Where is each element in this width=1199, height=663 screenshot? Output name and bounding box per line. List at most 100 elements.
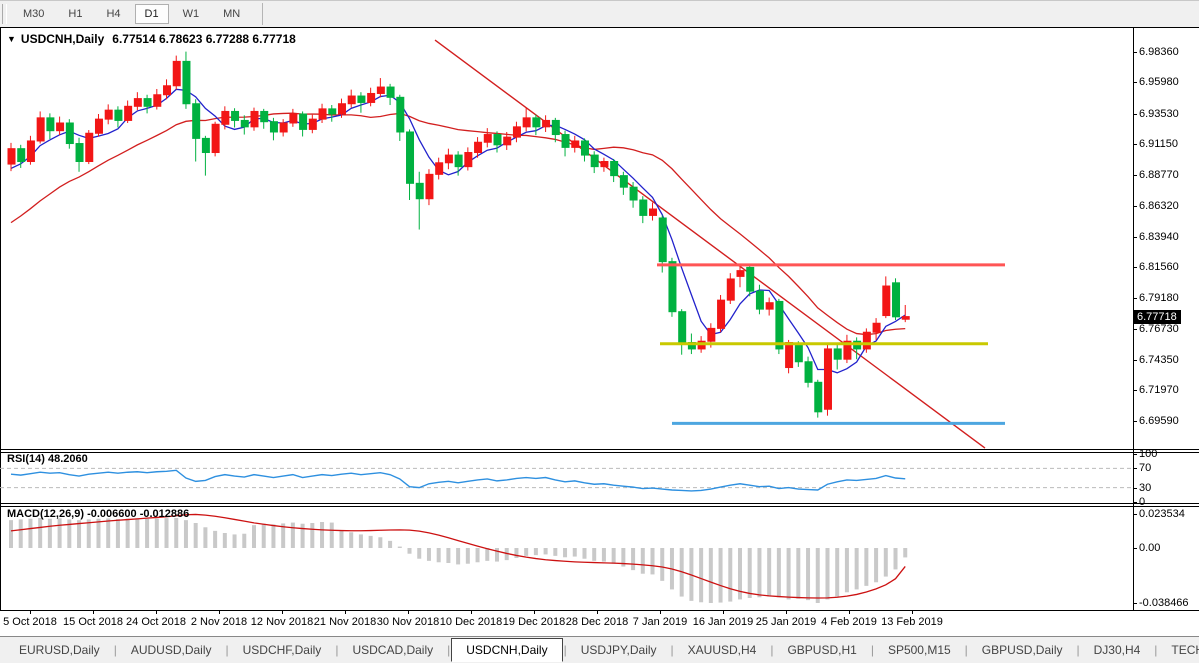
timeframe-button-w1[interactable]: W1: [182, 8, 200, 20]
descending-trendline[interactable]: [434, 39, 986, 449]
timeframe-button-m30[interactable]: M30: [23, 8, 45, 20]
date-axis-label: 30 Nov 2018: [376, 616, 440, 628]
date-axis-tick: [912, 611, 913, 614]
rsi-pane[interactable]: [0, 453, 1133, 503]
macd-indicator-name: MACD(12,26,9): [7, 508, 85, 520]
macd-pane[interactable]: [0, 507, 1133, 610]
rsi-axis-label-tick: [1133, 502, 1137, 503]
macd-signal-line: [10, 513, 906, 599]
rsi-axis-label-tick: [1133, 468, 1137, 469]
timeframe-button-mn[interactable]: MN: [223, 8, 241, 20]
main-chart-pane[interactable]: [0, 28, 1133, 449]
macd-axis-label-tick: [1133, 548, 1137, 549]
price-axis-label-tick: [1133, 298, 1137, 299]
current-price-label: 6.77718: [1134, 310, 1181, 324]
date-axis-tick: [660, 611, 661, 614]
date-axis-tick: [345, 611, 346, 614]
macd-axis-label: -0.038466: [1139, 597, 1189, 609]
date-axis-label: 15 Oct 2018: [63, 616, 123, 628]
price-axis-label: 6.81560: [1139, 261, 1179, 273]
timeframe-button-h1[interactable]: H1: [68, 8, 83, 20]
date-axis-label: 16 Jan 2019: [692, 616, 754, 628]
tab-separator: |: [870, 643, 874, 657]
date-axis-tick: [786, 611, 787, 614]
chart-tab-usdcad-daily[interactable]: USDCAD,Daily: [352, 643, 434, 657]
date-axis-tick: [30, 611, 31, 614]
chart-frame-left-border: [0, 27, 1, 611]
price-axis-label-tick: [1133, 175, 1137, 176]
chart-ohlc-values: 6.77514 6.78623 6.77288 6.77718: [112, 32, 296, 46]
timeframe-button-d1[interactable]: D1: [134, 4, 169, 24]
price-axis-label-tick: [1133, 206, 1137, 207]
timeframe-button-h4[interactable]: H4: [106, 8, 121, 20]
price-axis-label-tick: [1133, 329, 1137, 330]
chart-tab-usdjpy-daily[interactable]: USDJPY,Daily: [580, 643, 657, 657]
rsi-line: [10, 469, 906, 492]
date-axis-label: 4 Feb 2019: [821, 616, 877, 628]
chart-frame-top-border: [0, 27, 1199, 28]
timeframe-toolbar: M30 H1 H4 D1 W1 MN: [0, 0, 1199, 27]
chart-tab-xauusd-h4[interactable]: XAUUSD,H4: [687, 643, 757, 657]
chart-tab-usdchf-daily[interactable]: USDCHF,Daily: [242, 643, 322, 657]
date-axis-tick: [282, 611, 283, 614]
rsi-pane-label: RSI(14) 48.2060: [7, 453, 88, 465]
rsi-axis-label-tick: [1133, 454, 1137, 455]
rsi-axis-label-tick: [1133, 488, 1137, 489]
chart-tab-eurusd-daily[interactable]: EURUSD,Daily: [19, 643, 100, 657]
date-axis-tick: [156, 611, 157, 614]
macd-bottom-border: [0, 610, 1199, 611]
chart-tab-gbpusd-h1[interactable]: GBPUSD,H1: [787, 643, 857, 657]
price-axis-label: 6.83940: [1139, 231, 1179, 243]
macd-histogram: [9, 518, 908, 603]
price-axis-label: 6.88770: [1139, 169, 1179, 181]
macd-pane-label: MACD(12,26,9) -0.006600 -0.012886: [7, 508, 189, 520]
chart-tab-dj30-h4[interactable]: DJ30,H4: [1093, 643, 1141, 657]
tab-separator: |: [225, 643, 229, 657]
price-axis-label: 6.98360: [1139, 46, 1179, 58]
date-axis-label: 13 Feb 2019: [881, 616, 943, 628]
main-rsi-splitter-bottom[interactable]: [0, 452, 1199, 453]
rsi-axis-label: 30: [1139, 482, 1152, 494]
price-axis-label-tick: [1133, 237, 1137, 238]
chart-symbol-label: USDCNH,Daily: [20, 32, 105, 46]
macd-axis-label-tick: [1133, 603, 1137, 604]
price-axis-label-tick: [1133, 144, 1137, 145]
price-axis-separator: [1133, 27, 1134, 611]
rsi-macd-splitter-bottom[interactable]: [0, 506, 1199, 507]
date-axis-tick: [534, 611, 535, 614]
toolbar-grip-handle[interactable]: [2, 4, 7, 24]
date-axis-tick: [93, 611, 94, 614]
rsi-macd-splitter-top[interactable]: [0, 503, 1199, 504]
macd-axis-label: 0.00: [1139, 542, 1161, 554]
date-axis-tick: [471, 611, 472, 614]
chart-tab-tech100-h1[interactable]: TECH100,H1: [1171, 643, 1199, 657]
tab-separator: |: [563, 643, 567, 657]
date-axis-label: 28 Dec 2018: [565, 616, 629, 628]
price-axis-label-tick: [1133, 52, 1137, 53]
date-axis-label: 19 Dec 2018: [502, 616, 566, 628]
date-axis-tick: [219, 611, 220, 614]
rsi-indicator-name: RSI(14): [7, 453, 45, 465]
tab-separator: |: [670, 643, 674, 657]
price-axis-label-tick: [1133, 114, 1137, 115]
chart-tab-sp500-m15[interactable]: SP500,M15: [887, 643, 951, 657]
chart-tab-usdcnh-daily[interactable]: USDCNH,Daily: [451, 638, 563, 662]
tab-separator: |: [335, 643, 339, 657]
date-axis-label: 5 Oct 2018: [3, 616, 57, 628]
price-axis-label: 6.69590: [1139, 415, 1179, 427]
main-rsi-splitter-top[interactable]: [0, 449, 1199, 450]
macd-axis-label-tick: [1133, 514, 1137, 515]
price-axis-label-tick: [1133, 267, 1137, 268]
price-axis-label: 6.74350: [1139, 354, 1179, 366]
ma-slow-line: [10, 112, 906, 336]
chart-tab-audusd-daily[interactable]: AUDUSD,Daily: [130, 643, 212, 657]
tab-separator: |: [113, 643, 117, 657]
price-axis-label-tick: [1133, 360, 1137, 361]
date-axis-label: 10 Dec 2018: [439, 616, 503, 628]
chart-tab-gbpusd-daily[interactable]: GBPUSD,Daily: [981, 643, 1063, 657]
date-axis-label: 12 Nov 2018: [250, 616, 314, 628]
symbol-dropdown-icon[interactable]: ▼: [7, 34, 16, 44]
date-axis-label: 21 Nov 2018: [313, 616, 377, 628]
price-axis-label: 6.93530: [1139, 108, 1179, 120]
